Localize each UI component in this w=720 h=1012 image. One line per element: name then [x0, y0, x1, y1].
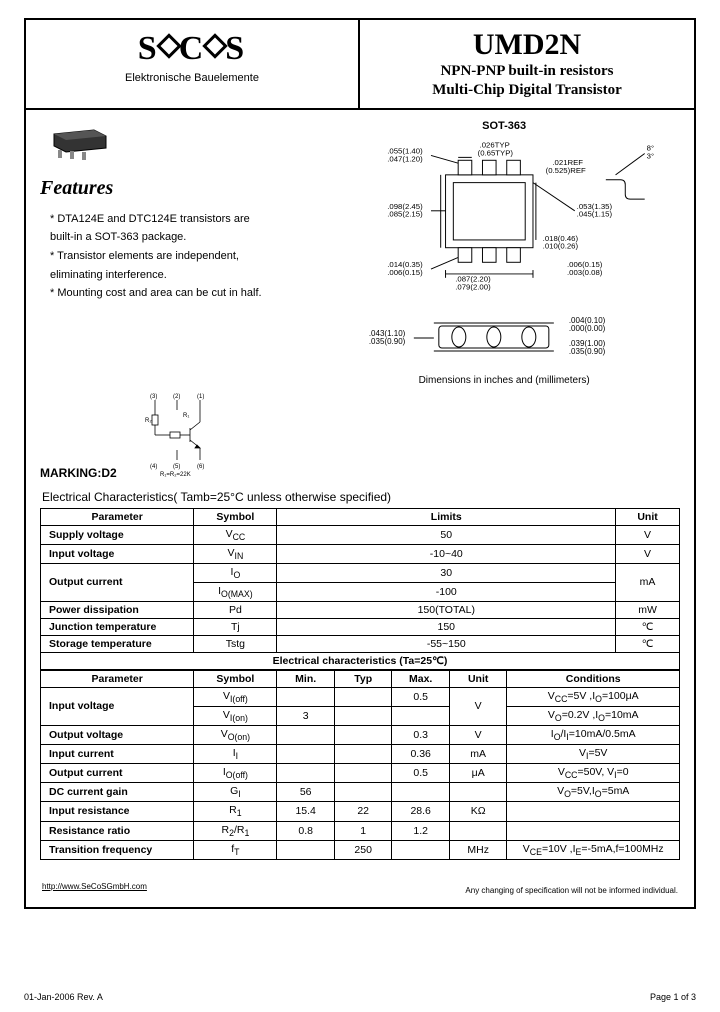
svg-text:.006(0.15): .006(0.15) [388, 267, 424, 276]
col-header: Parameter [41, 670, 194, 687]
svg-text:(5): (5) [173, 464, 180, 470]
circuit-diagram-icon: (3) (2) (1) (4) (5) (6) R₁ R₂ R₁=R₂=22K [135, 390, 230, 480]
package-top-drawing: .055(1.40).047(1.20) .026TYP(0.65TYP) .0… [328, 136, 680, 306]
svg-text:.035(0.90): .035(0.90) [369, 337, 406, 346]
table-row: Storage temperatureTstg-55~150℃ [41, 635, 680, 652]
footer-url: http://www.SeCoSGmbH.com [42, 882, 147, 895]
footer-date: 01-Jan-2006 Rev. A [24, 992, 103, 1002]
table-row: DC current gainGI56VO=5V,IO=5mA [41, 783, 680, 802]
title-cell: UMD2N NPN-PNP built-in resistors Multi-C… [360, 20, 694, 108]
col-header: Unit [449, 670, 507, 687]
svg-text:.085(2.15): .085(2.15) [388, 209, 424, 218]
svg-text:(3): (3) [150, 394, 157, 400]
footer-disclaimer: Any changing of specification will not b… [465, 886, 678, 895]
brand-diamond-icon [156, 33, 181, 58]
svg-text:(6): (6) [197, 464, 204, 470]
feature-item: * DTA124E and DTC124E transistors are bu… [50, 210, 316, 247]
package-label: SOT-363 [328, 120, 680, 132]
col-header: Min. [277, 670, 335, 687]
header-row: SCS Elektronische Bauelemente UMD2N NPN-… [26, 20, 694, 110]
brand-text: S [225, 30, 246, 67]
logo-cell: SCS Elektronische Bauelemente [26, 20, 360, 108]
table-row: Resistance ratioR2/R10.811.2 [41, 821, 680, 840]
col-header: Parameter [41, 508, 194, 525]
table1-caption: Electrical Characteristics( Tamb=25°C un… [42, 490, 680, 504]
svg-text:.079(2.00): .079(2.00) [456, 282, 492, 291]
brand-tagline: Elektronische Bauelemente [34, 72, 350, 84]
brand-text: S [138, 30, 159, 67]
left-column: Features * DTA124E and DTC124E transisto… [40, 120, 316, 386]
package-side-drawing: .043(1.10).035(0.90) .004(0.10).000(0.00… [328, 311, 680, 366]
svg-text:(2): (2) [173, 394, 180, 400]
table-row: Output currentIO30mA [41, 563, 680, 582]
feature-item: * Transistor elements are independent, e… [50, 247, 316, 284]
part-number: UMD2N [368, 28, 686, 62]
table-row: Input resistanceR115.42228.6KΩ [41, 802, 680, 821]
col-header: Symbol [194, 508, 277, 525]
table-row: Output voltageVO(on)0.3VIO/II=10mA/0.5mA [41, 726, 680, 745]
right-column: SOT-363 .055(1.40).047(1.20) .026TYP(0.6… [328, 120, 680, 386]
svg-text:.000(0.00): .000(0.00) [569, 324, 606, 333]
col-header: Limits [277, 508, 616, 525]
subtitle-line: NPN-PNP built-in resistors [368, 62, 686, 81]
table-section-header: Electrical characteristics (Ta=25℃) [41, 652, 680, 669]
col-header: Max. [392, 670, 450, 687]
content-area: Features * DTA124E and DTC124E transisto… [26, 110, 694, 907]
table-row: Junction temperatureTj150℃ [41, 618, 680, 635]
brand-text: C [179, 30, 206, 67]
spec-table-1: Parameter Symbol Limits Unit Supply volt… [40, 508, 680, 670]
subtitle-line: Multi-Chip Digital Transistor [368, 81, 686, 100]
col-header: Conditions [507, 670, 680, 687]
svg-text:R₁=R₂=22K: R₁=R₂=22K [160, 472, 191, 478]
col-header: Symbol [194, 670, 277, 687]
svg-text:(0.65TYP): (0.65TYP) [478, 148, 514, 157]
table-header-row: Parameter Symbol Limits Unit [41, 508, 680, 525]
svg-text:.003(0.08): .003(0.08) [567, 267, 603, 276]
table-row: Output currentIO(off)0.5μAVCC=50V, VI=0 [41, 764, 680, 783]
svg-text:(4): (4) [150, 464, 157, 470]
features-list: * DTA124E and DTC124E transistors are bu… [40, 210, 316, 303]
chip-3d-icon [46, 126, 116, 162]
svg-text:R₂: R₂ [145, 418, 152, 424]
spec-table-2: Parameter Symbol Min. Typ Max. Unit Cond… [40, 670, 680, 860]
feature-item: * Mounting cost and area can be cut in h… [50, 284, 316, 303]
svg-text:.045(1.15): .045(1.15) [577, 209, 613, 218]
table-row: Input voltageVI(off)0.5VVCC=5V ,IO=100μA [41, 687, 680, 706]
brand-logo: SCS [34, 30, 350, 68]
col-header: Unit [616, 508, 680, 525]
dimension-note: Dimensions in inches and (millimeters) [328, 375, 680, 386]
datasheet-page: SCS Elektronische Bauelemente UMD2N NPN-… [0, 0, 720, 1012]
svg-text:.035(0.90): .035(0.90) [569, 347, 606, 356]
footer-page: Page 1 of 3 [650, 992, 696, 1002]
table-row: Power dissipationPd150(TOTAL)mW [41, 601, 680, 618]
svg-text:.010(0.26): .010(0.26) [543, 241, 579, 250]
svg-text:(0.525)REF: (0.525)REF [546, 165, 586, 174]
page-frame: SCS Elektronische Bauelemente UMD2N NPN-… [24, 18, 696, 909]
svg-text:.047(1.20): .047(1.20) [388, 154, 424, 163]
svg-text:R₁: R₁ [183, 413, 189, 419]
circuit-row: MARKING:D2 (3) (2) (1) (4) (5) (6) R₁ R₂ R₁=R… [40, 390, 680, 480]
table-row: Supply voltageVCC50V [41, 525, 680, 544]
table-header-row: Parameter Symbol Min. Typ Max. Unit Cond… [41, 670, 680, 687]
features-heading: Features [40, 177, 316, 200]
marking-label: MARKING:D2 [40, 466, 117, 480]
col-header: Typ [334, 670, 392, 687]
svg-text:(1): (1) [197, 394, 204, 400]
table-row: Input voltageVIN-10~40V [41, 544, 680, 563]
top-section: Features * DTA124E and DTC124E transisto… [40, 120, 680, 386]
page-footer: 01-Jan-2006 Rev. A Page 1 of 3 [24, 992, 696, 1002]
svg-text:3°: 3° [647, 151, 654, 160]
table-row: Input currentII0.36mAVI=5V [41, 745, 680, 764]
table-row: Transition frequencyfT250MHzVCE=10V ,IE=… [41, 840, 680, 859]
